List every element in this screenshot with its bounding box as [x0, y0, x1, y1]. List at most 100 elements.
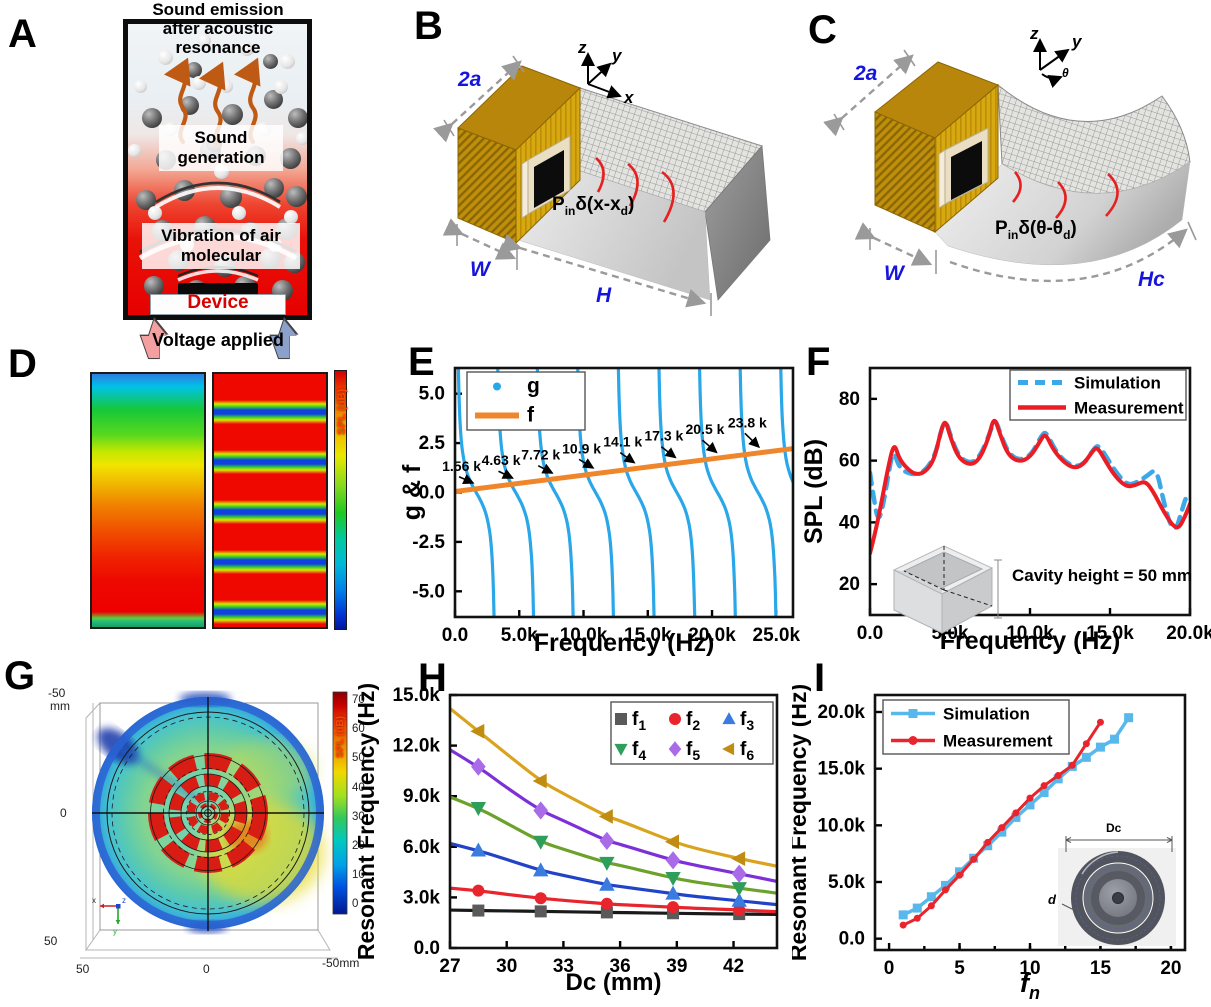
molecule-sphere [144, 276, 164, 296]
spiral-device-inset: Dc d [1044, 821, 1184, 948]
molecule-sphere [232, 206, 246, 220]
duct-straight-drawing [433, 52, 771, 316]
series-line-f5 [450, 748, 777, 883]
marker-diamond [599, 831, 615, 850]
y-tick-label: 60 [839, 451, 860, 472]
panel-c-schematic: 2a W Hc z y θ Pinδ(θ-θd) [790, 0, 1211, 335]
colorbar-g-tick-label: 30 [352, 810, 365, 823]
marker-triangle-up [665, 885, 681, 900]
x-tick-label: 0.0 [857, 623, 883, 644]
x-tick-label: 10 [1019, 958, 1040, 979]
panel-g-spl-map: SPL (dB) -50 mm 0 50 50 0 -50mm x y z 70… [0, 650, 400, 1007]
axis-y-label-b: y [612, 46, 622, 65]
series-g-branch [698, 368, 737, 617]
series-line-f4 [450, 795, 777, 895]
marker-square [1081, 752, 1091, 762]
marker-square [600, 906, 613, 919]
y-axis-title: g & f [400, 464, 426, 520]
legend-box [466, 371, 586, 431]
marker-diamond [731, 864, 747, 883]
molecule-sphere [288, 108, 307, 128]
annotation-label: 7.72 k [521, 447, 560, 463]
x-tick-label: 20.0k [688, 625, 736, 646]
marker-square [912, 903, 922, 913]
x-tick-label: 15 [1090, 958, 1112, 979]
g-axis-bottom-left: 50 [76, 962, 90, 976]
legend-label: Measurement [943, 732, 1053, 751]
cavity-caption: Cavity height = 50 mm [1012, 566, 1192, 585]
x-axis-title: Frequency (Hz) [940, 627, 1121, 655]
marker-circle [927, 902, 935, 910]
marker-circle [913, 914, 921, 922]
molecule-sphere [264, 90, 283, 109]
plot-frame [448, 693, 779, 950]
y-tick-label: -5.0 [412, 581, 445, 602]
voltage-applied-label: Voltage applied [152, 330, 284, 350]
y-tick-label: 2.5 [419, 433, 446, 454]
marker-triangle-left [470, 723, 485, 739]
inset-d-label: d [1048, 892, 1056, 907]
coordinate-axes-c [1033, 38, 1070, 88]
panel-letter-e: E [408, 340, 435, 384]
resonance-chamber: Sound generation Vibration of air molecu… [123, 19, 312, 320]
x-tick-label: 5.0k [501, 625, 538, 646]
molecule-sphere [198, 34, 211, 47]
x-tick-label: 25.0k [753, 625, 800, 646]
marker-diamond [471, 757, 486, 776]
spl-map-standing-waves [212, 372, 328, 629]
marker-triangle-up [470, 842, 487, 857]
marker-circle [899, 921, 907, 929]
colorbar-g-label: SPL (dB) [335, 715, 346, 758]
marker-square [1039, 787, 1049, 797]
dim-hc-label-c: Hc [1138, 268, 1165, 291]
series-g-branch [616, 368, 656, 617]
device-screen [534, 150, 564, 208]
y-tick-label: 0.0 [419, 483, 445, 504]
x-tick-label: 39 [666, 956, 687, 977]
axis-x-label-b: x [624, 88, 634, 107]
marker-triangle-left [532, 773, 547, 789]
annotation-arrow [744, 432, 761, 449]
annotation-arrow [498, 468, 514, 479]
panel-letter-g: G [4, 654, 36, 698]
orientation-triad [100, 903, 121, 924]
molecule-sphere [142, 108, 162, 128]
marker-circle [998, 824, 1006, 832]
series-line-f [455, 446, 793, 494]
x-tick-label: 42 [723, 956, 744, 977]
marker-circle [1040, 782, 1048, 790]
marker-square [1011, 812, 1021, 822]
colorbar-g-tick-label: 20 [352, 840, 365, 852]
series-g-branch [657, 368, 697, 617]
y-tick-label: 0.0 [414, 938, 440, 959]
molecule-sphere [280, 54, 295, 69]
marker-square [534, 905, 547, 918]
annotation-arrow [537, 463, 554, 474]
panel-letter-d: D [8, 342, 37, 386]
x-tick-label: 20 [1160, 958, 1181, 979]
x-tick-label: 36 [610, 956, 631, 977]
marker-circle [984, 838, 992, 846]
g-axis-left-top: -50 [48, 686, 66, 700]
series-g-branch [779, 368, 793, 485]
marker-square [1025, 800, 1035, 810]
y-tick-label: 15.0k [817, 759, 865, 780]
legend-box [1009, 369, 1187, 421]
y-tick-label: 6.0k [403, 837, 440, 858]
axis-z-label-b: z [578, 38, 587, 57]
spl-map-no-resonance [90, 372, 206, 629]
y-tick-label: 10.0k [817, 815, 865, 836]
x-tick-label: 0 [884, 958, 895, 979]
marker-square [898, 910, 908, 920]
marker-circle [733, 903, 746, 916]
marker-circle [941, 886, 949, 894]
marker-circle [600, 897, 613, 910]
panel-letter-f: F [806, 340, 831, 384]
circular-spl-map [80, 691, 348, 959]
g-axis-bottom-right: -50mm [322, 956, 360, 970]
chart-e-resonance-condition: 0.0 5.0k 10.0k 15.0k 20.0k 25.0k 5.0 2.5 0.0 -2.5… [400, 335, 800, 660]
inset-dc-label: Dc [1106, 821, 1122, 835]
triad-x-label: x [92, 896, 96, 905]
molecule-sphere [148, 206, 162, 220]
dimension-end-ticks [443, 55, 712, 316]
